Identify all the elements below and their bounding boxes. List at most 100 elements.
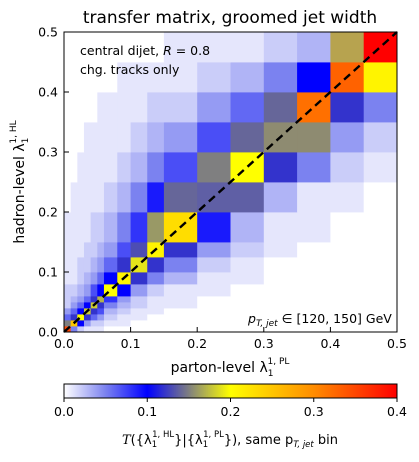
colorbar — [63, 383, 398, 399]
heatmap-cell — [297, 284, 331, 297]
heatmap-cell — [130, 32, 148, 63]
heatmap-cell — [330, 182, 365, 213]
heatmap-cell — [70, 242, 78, 258]
y-tick-label: 0.1 — [38, 265, 58, 280]
heatmap-cell — [147, 296, 165, 303]
heatmap-cell — [130, 242, 148, 258]
heatmap-cell — [103, 326, 118, 332]
heatmap-cell — [70, 284, 78, 297]
heatmap-cell — [147, 32, 165, 63]
x-axis-ticks: 0.0 0.1 0.2 0.3 0.4 0.5 — [54, 327, 407, 351]
heatmap-cell — [77, 284, 85, 297]
heatmap-cell — [103, 308, 118, 315]
heatmap-cell — [363, 62, 397, 93]
heatmap-cell — [70, 32, 78, 63]
heatmap-cell — [77, 32, 85, 63]
heatmap-cell — [77, 92, 85, 123]
heatmap-cell — [147, 284, 165, 297]
heatmap-cell — [90, 92, 98, 123]
heatmap-cell — [363, 296, 397, 303]
diagonal-reference-line — [63, 31, 398, 333]
heatmap-cell — [263, 257, 298, 273]
heatmap-cell — [64, 152, 72, 183]
heatmap-cell — [103, 152, 118, 183]
heatmap-cell — [130, 272, 148, 285]
heatmap-cell — [230, 212, 265, 243]
heatmap-cell — [263, 92, 298, 123]
heatmap-cell — [103, 314, 118, 321]
heatmap-cell — [70, 308, 78, 315]
heatmap-cell — [90, 284, 98, 297]
heatmap-cell — [103, 296, 118, 303]
heatmap-cell — [163, 272, 198, 285]
heatmap-cell — [103, 242, 118, 258]
heatmap-cell — [83, 257, 92, 273]
heatmap-cell — [70, 314, 78, 321]
plot-frame — [63, 31, 398, 333]
heatmap-cell — [163, 92, 198, 123]
heatmap-cell — [163, 284, 198, 297]
heatmap-cell — [230, 242, 265, 258]
y-tick-label: 0.0 — [38, 325, 58, 340]
heatmap-cell — [230, 284, 265, 297]
heatmap-cell — [230, 92, 265, 123]
heatmap-cell — [77, 182, 85, 213]
heatmap-cell — [147, 212, 165, 243]
heatmap-cell — [147, 272, 165, 285]
heatmap-cell — [297, 302, 331, 309]
heatmap-cell — [263, 272, 298, 285]
heatmap-cell — [147, 122, 165, 153]
heatmap-cell — [77, 296, 85, 303]
colorbar-tick-label: 0.2 — [221, 404, 241, 419]
heatmap-cell — [77, 326, 85, 332]
heatmap-cell — [64, 32, 72, 63]
chart-title: transfer matrix, groomed jet width — [83, 8, 377, 28]
heatmap-cell — [70, 326, 78, 332]
heatmap-cell — [64, 296, 72, 303]
heatmap-cell — [83, 182, 92, 213]
heatmap-cell — [263, 302, 298, 309]
heatmap-cell — [97, 320, 105, 327]
heatmap-cell — [230, 182, 265, 213]
heatmap-cell — [363, 320, 397, 327]
heatmap-cell — [90, 212, 98, 243]
heatmap-cell — [330, 152, 365, 183]
heatmap-cell — [263, 182, 298, 213]
heatmap-cell — [117, 308, 131, 315]
heatmap-cell — [363, 92, 397, 123]
heatmap-cell — [64, 182, 72, 213]
y-tick-label: 0.5 — [38, 25, 58, 40]
heatmap-cell — [363, 122, 397, 153]
heatmap-cell — [97, 302, 105, 309]
heatmap-cell — [90, 152, 98, 183]
colorbar-label: T({λ11, HL}|{λ11, PL}), same pT, jet bin — [122, 430, 338, 450]
heatmap-cell — [163, 302, 198, 309]
x-tick-label: 0.1 — [121, 336, 141, 351]
heatmap-cell — [64, 308, 72, 315]
heatmap-cell — [70, 62, 78, 93]
heatmap-cell — [147, 182, 165, 213]
heatmap-cell — [163, 182, 198, 213]
heatmap-cell — [83, 212, 92, 243]
heatmap-cell — [130, 302, 148, 309]
heatmap-cell — [103, 182, 118, 213]
heatmap-cell — [263, 32, 298, 63]
heatmap-cell — [330, 284, 365, 297]
heatmap-cell — [97, 122, 105, 153]
heatmap-cell — [197, 314, 231, 321]
heatmap-cell — [90, 62, 98, 93]
x-tick-label: 0.4 — [320, 336, 340, 351]
heatmap-cell — [130, 62, 148, 93]
heatmap-cell — [103, 122, 118, 153]
heatmap-cell — [97, 182, 105, 213]
heatmap-cell — [197, 296, 231, 303]
heatmap-cell — [297, 242, 331, 258]
heatmap-cell — [77, 308, 85, 315]
heatmap-cell — [297, 272, 331, 285]
heatmap-cell — [97, 296, 105, 303]
heatmap-cell — [64, 272, 72, 285]
heatmap-cell — [130, 284, 148, 297]
heatmap-cell — [330, 257, 365, 273]
heatmap-cells — [64, 32, 397, 332]
heatmap-cell — [117, 242, 131, 258]
